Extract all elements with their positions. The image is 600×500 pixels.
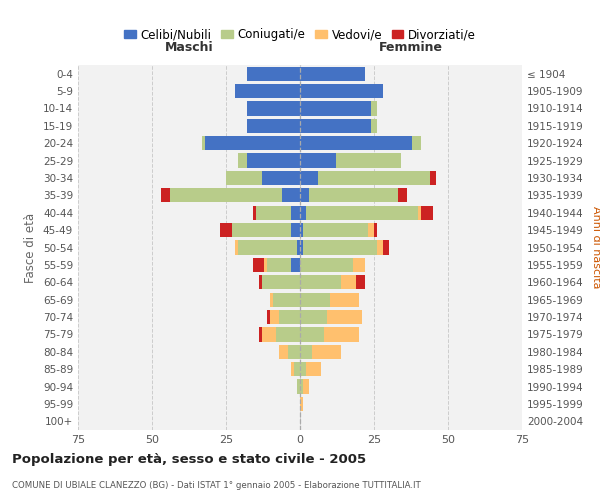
- Bar: [374, 223, 377, 237]
- Bar: [326, 310, 362, 324]
- Bar: [247, 102, 300, 116]
- Bar: [262, 275, 300, 289]
- Bar: [306, 362, 321, 376]
- Bar: [341, 275, 356, 289]
- Bar: [235, 240, 238, 254]
- Bar: [268, 258, 291, 272]
- Bar: [309, 188, 398, 202]
- Bar: [300, 118, 371, 133]
- Bar: [368, 223, 374, 237]
- Bar: [300, 136, 412, 150]
- Bar: [291, 206, 300, 220]
- Bar: [300, 310, 326, 324]
- Bar: [170, 188, 282, 202]
- Bar: [303, 380, 309, 394]
- Bar: [226, 171, 262, 185]
- Bar: [430, 171, 436, 185]
- Bar: [300, 258, 353, 272]
- Bar: [300, 206, 306, 220]
- Bar: [235, 84, 300, 98]
- Bar: [271, 310, 279, 324]
- Legend: Celibi/Nubili, Coniugati/e, Vedovi/e, Divorziati/e: Celibi/Nubili, Coniugati/e, Vedovi/e, Di…: [119, 24, 481, 46]
- Bar: [259, 328, 262, 342]
- Bar: [353, 258, 365, 272]
- Bar: [412, 136, 421, 150]
- Bar: [271, 292, 274, 307]
- Bar: [253, 206, 256, 220]
- Bar: [268, 310, 271, 324]
- Text: COMUNE DI UBIALE CLANEZZO (BG) - Dati ISTAT 1° gennaio 2005 - Elaborazione TUTTI: COMUNE DI UBIALE CLANEZZO (BG) - Dati IS…: [12, 480, 421, 490]
- Bar: [265, 258, 268, 272]
- Bar: [300, 362, 306, 376]
- Bar: [300, 66, 365, 81]
- Bar: [300, 171, 318, 185]
- Bar: [303, 223, 368, 237]
- Bar: [288, 344, 300, 359]
- Bar: [238, 154, 247, 168]
- Bar: [300, 328, 323, 342]
- Bar: [300, 223, 303, 237]
- Bar: [161, 188, 170, 202]
- Bar: [318, 171, 430, 185]
- Bar: [277, 328, 300, 342]
- Bar: [291, 258, 300, 272]
- Bar: [300, 188, 309, 202]
- Bar: [291, 362, 294, 376]
- Bar: [371, 102, 377, 116]
- Bar: [274, 292, 300, 307]
- Bar: [262, 328, 277, 342]
- Bar: [279, 344, 288, 359]
- Bar: [312, 344, 341, 359]
- Text: Femmine: Femmine: [379, 40, 443, 54]
- Bar: [253, 258, 265, 272]
- Text: Popolazione per età, sesso e stato civile - 2005: Popolazione per età, sesso e stato civil…: [12, 452, 366, 466]
- Bar: [398, 188, 407, 202]
- Bar: [282, 188, 300, 202]
- Bar: [247, 66, 300, 81]
- Bar: [303, 240, 377, 254]
- Bar: [356, 275, 365, 289]
- Bar: [247, 154, 300, 168]
- Bar: [291, 223, 300, 237]
- Bar: [329, 292, 359, 307]
- Bar: [323, 328, 359, 342]
- Bar: [279, 310, 300, 324]
- Bar: [232, 223, 291, 237]
- Bar: [262, 171, 300, 185]
- Bar: [259, 275, 262, 289]
- Bar: [300, 84, 383, 98]
- Bar: [371, 118, 377, 133]
- Bar: [300, 344, 312, 359]
- Bar: [300, 154, 335, 168]
- Bar: [300, 275, 341, 289]
- Bar: [300, 380, 303, 394]
- Y-axis label: Fasce di età: Fasce di età: [25, 212, 37, 282]
- Bar: [202, 136, 205, 150]
- Bar: [205, 136, 300, 150]
- Bar: [421, 206, 433, 220]
- Bar: [418, 206, 421, 220]
- Bar: [238, 240, 297, 254]
- Bar: [220, 223, 232, 237]
- Y-axis label: Anni di nascita: Anni di nascita: [590, 206, 600, 289]
- Bar: [335, 154, 401, 168]
- Bar: [300, 240, 303, 254]
- Bar: [383, 240, 389, 254]
- Bar: [300, 397, 303, 411]
- Bar: [256, 206, 291, 220]
- Bar: [306, 206, 418, 220]
- Bar: [247, 118, 300, 133]
- Bar: [377, 240, 383, 254]
- Bar: [297, 240, 300, 254]
- Bar: [300, 102, 371, 116]
- Bar: [294, 362, 300, 376]
- Text: Maschi: Maschi: [164, 40, 214, 54]
- Bar: [300, 292, 329, 307]
- Bar: [297, 380, 300, 394]
